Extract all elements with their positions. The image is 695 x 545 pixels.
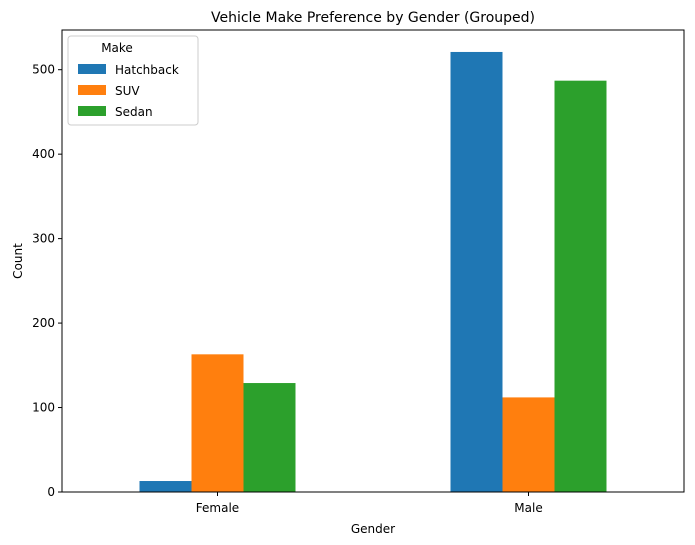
- axes-group: [61, 29, 685, 493]
- x-tick-label: Male: [514, 501, 542, 515]
- bar-suv-male: [502, 397, 555, 492]
- y-tick-label: 0: [47, 485, 55, 499]
- y-axis-label: Count: [11, 243, 25, 279]
- bar-hatchback-male: [450, 51, 503, 493]
- bar-hatchback-female: [139, 481, 192, 492]
- y-tick-label: 400: [32, 147, 55, 161]
- bar-sedan-male: [554, 80, 607, 492]
- legend-title: Make: [101, 41, 133, 55]
- bar-sedan-female: [243, 383, 296, 492]
- legend-label-suv: SUV: [115, 84, 140, 98]
- y-tick-label: 200: [32, 316, 55, 330]
- legend: Make Hatchback SUV Sedan: [67, 35, 199, 126]
- y-tick-label: 300: [32, 232, 55, 246]
- x-tick-label: Female: [196, 501, 239, 515]
- legend-label-hatchback: Hatchback: [115, 63, 179, 77]
- bar-suv-female: [191, 354, 244, 492]
- legend-box: [67, 35, 199, 126]
- y-ticks: 0 100 200 300 400 500: [32, 63, 62, 499]
- legend-items: Hatchback SUV Sedan: [78, 63, 179, 119]
- plot-frame: [61, 29, 685, 493]
- y-tick-label: 100: [32, 401, 55, 415]
- x-axis-label: Gender: [351, 522, 395, 536]
- legend-swatch-sedan: [78, 106, 106, 116]
- legend-swatch-suv: [78, 85, 106, 95]
- bars-group: [139, 51, 607, 493]
- chart-title: Vehicle Make Preference by Gender (Group…: [211, 10, 535, 26]
- legend-label-sedan: Sedan: [115, 105, 153, 119]
- x-ticks: Female Male: [196, 492, 543, 515]
- y-tick-label: 500: [32, 63, 55, 77]
- legend-swatch-hatchback: [78, 64, 106, 74]
